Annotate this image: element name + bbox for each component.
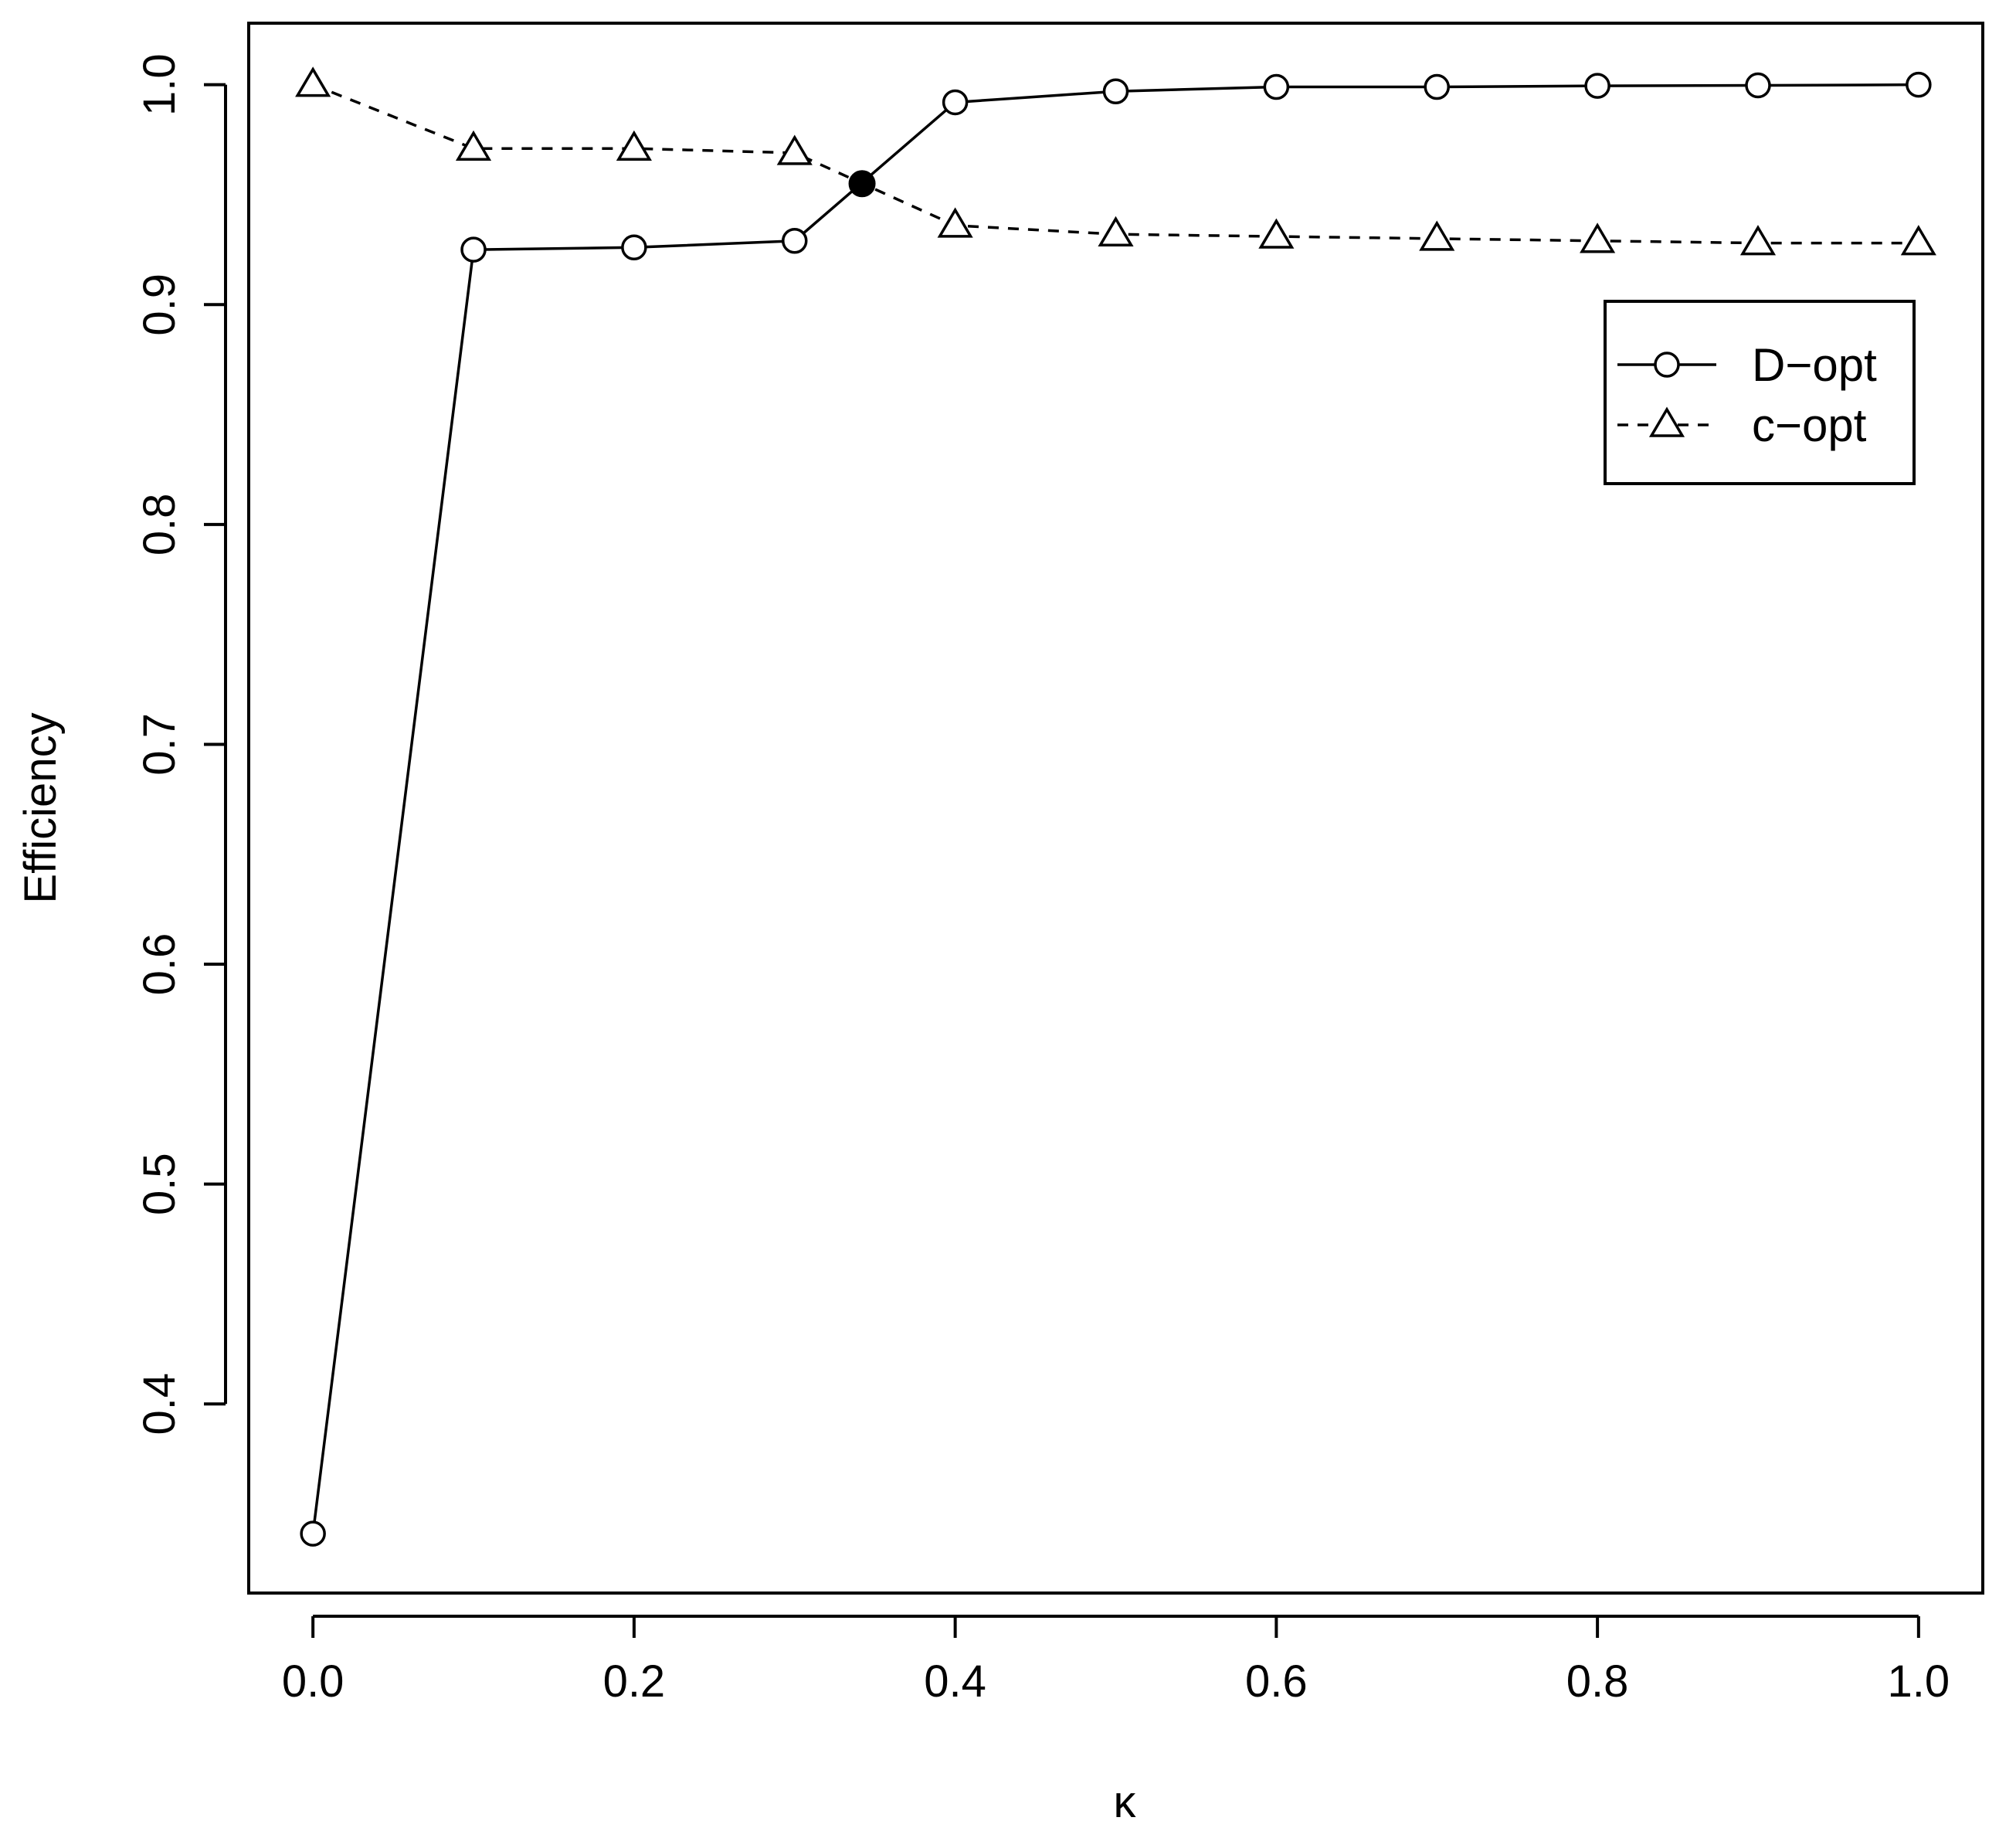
legend-d-opt-marker	[1654, 352, 1680, 378]
series-layer	[295, 66, 1936, 1547]
y-tick-label: 0.8	[134, 494, 185, 556]
data-point-d-opt	[1745, 72, 1771, 99]
data-point-c-opt	[1258, 218, 1295, 249]
data-point-d-opt	[1102, 78, 1129, 104]
intersection-point	[848, 170, 876, 198]
data-point-c-opt	[1419, 220, 1455, 251]
plot-frame	[247, 22, 1984, 1595]
x-axis-label: κ	[1114, 1777, 1137, 1827]
data-point-d-opt	[942, 89, 969, 116]
y-tick-label: 0.9	[134, 273, 185, 336]
data-point-c-opt	[1580, 223, 1616, 253]
data-point-d-opt	[1263, 73, 1290, 100]
x-tick-label: 0.2	[603, 1656, 666, 1707]
y-tick-label: 0.6	[134, 933, 185, 996]
data-point-d-opt	[1906, 71, 1932, 98]
x-axis: 0.0 0.2 0.4 0.6 0.8 1.0	[282, 1615, 1950, 1707]
data-point-c-opt	[937, 207, 973, 238]
legend: D−opt c−opt	[1604, 300, 1916, 485]
data-point-c-opt	[1098, 216, 1134, 246]
legend-box	[1604, 300, 1916, 485]
x-tick-label: 1.0	[1888, 1656, 1950, 1707]
y-tick-label: 0.7	[134, 713, 185, 776]
legend-c-opt-label: c−opt	[1752, 399, 1867, 451]
data-point-d-opt	[1424, 73, 1450, 100]
data-point-d-opt	[621, 234, 647, 261]
data-point-d-opt	[1584, 73, 1610, 99]
data-point-d-opt	[300, 1520, 326, 1547]
y-tick-label: 0.5	[134, 1153, 185, 1215]
data-point-d-opt	[782, 227, 808, 254]
data-point-c-opt	[1739, 225, 1777, 256]
legend-c-opt-marker	[1648, 406, 1685, 437]
y-tick-label: 0.4	[134, 1373, 185, 1435]
data-point-c-opt	[455, 130, 492, 161]
data-point-c-opt	[776, 134, 813, 165]
data-point-c-opt	[616, 130, 652, 161]
y-axis: 0.4 0.5 0.6 0.7 0.8 0.9 1.0	[134, 53, 227, 1435]
data-point-c-opt	[1900, 225, 1936, 256]
data-point-c-opt	[295, 66, 331, 97]
x-tick-label: 0.0	[282, 1656, 344, 1707]
data-point-d-opt	[460, 236, 487, 263]
x-tick-label: 0.4	[924, 1656, 986, 1707]
legend-d-opt-label: D−opt	[1752, 339, 1877, 391]
y-axis-label: Efficiency	[15, 712, 66, 903]
x-tick-label: 0.6	[1245, 1656, 1308, 1707]
y-tick-label: 1.0	[134, 53, 185, 116]
x-tick-label: 0.8	[1566, 1656, 1629, 1707]
